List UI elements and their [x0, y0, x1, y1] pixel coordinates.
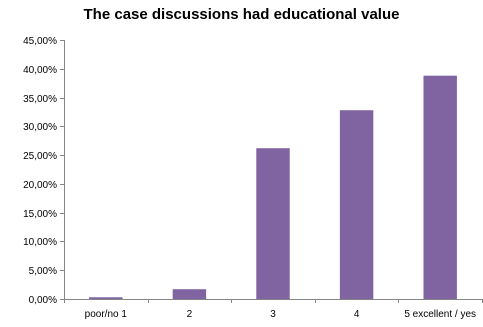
- x-tick-label: 5 excellent / yes: [404, 309, 476, 320]
- bar: [339, 110, 374, 300]
- y-tick-label: 10,00%: [23, 237, 57, 248]
- bar: [423, 75, 457, 299]
- x-tick-label: poor/no 1: [85, 309, 128, 320]
- y-tick-label: 25,00%: [23, 151, 57, 162]
- bar: [89, 297, 123, 299]
- y-tick-label: 20,00%: [23, 180, 57, 191]
- x-tick-label: 3: [270, 309, 276, 320]
- y-tick-label: 40,00%: [23, 65, 57, 76]
- y-tick-label: 45,00%: [23, 36, 57, 47]
- bar: [172, 289, 207, 299]
- y-tick-label: 0,00%: [29, 295, 57, 306]
- y-tick-label: 5,00%: [29, 266, 57, 277]
- bar: [256, 148, 290, 299]
- chart-title: The case discussions had educational val…: [83, 6, 400, 23]
- x-tick-label: 4: [354, 309, 360, 320]
- y-tick-label: 15,00%: [23, 209, 57, 220]
- y-tick-label: 35,00%: [23, 94, 57, 105]
- y-tick-label: 30,00%: [23, 122, 57, 133]
- x-tick-label: 2: [187, 309, 193, 320]
